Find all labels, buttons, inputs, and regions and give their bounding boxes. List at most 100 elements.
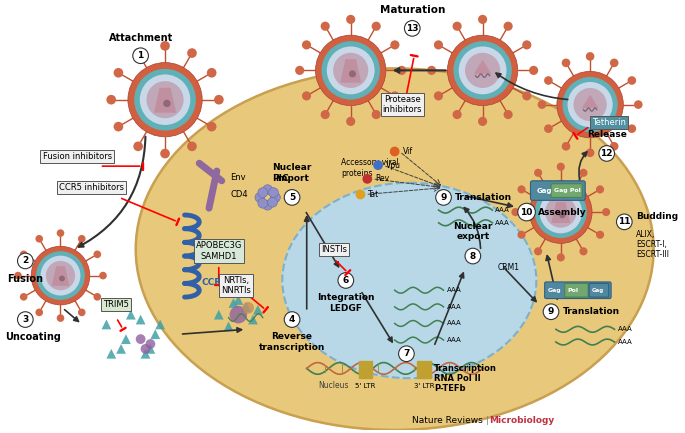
Text: 8: 8	[470, 252, 476, 261]
Text: Vif: Vif	[403, 147, 412, 156]
Circle shape	[356, 190, 365, 199]
Circle shape	[32, 246, 90, 305]
Circle shape	[136, 334, 145, 344]
Circle shape	[40, 255, 80, 295]
Circle shape	[207, 122, 216, 132]
Circle shape	[447, 35, 518, 106]
Text: Nuclear
export: Nuclear export	[453, 222, 493, 241]
Text: Fusion: Fusion	[8, 274, 43, 284]
Circle shape	[18, 253, 33, 269]
Text: 5: 5	[289, 193, 295, 202]
Text: Attachment: Attachment	[108, 33, 173, 43]
Text: AAA: AAA	[447, 287, 461, 293]
Circle shape	[616, 214, 632, 229]
Polygon shape	[155, 320, 165, 330]
Circle shape	[59, 275, 65, 281]
Text: NRTIs,
NNRTIs: NRTIs, NNRTIs	[221, 276, 251, 295]
Circle shape	[580, 169, 588, 177]
Text: 1: 1	[138, 51, 144, 60]
Polygon shape	[582, 95, 599, 108]
Text: Gag: Gag	[548, 288, 562, 293]
Circle shape	[106, 95, 116, 104]
Ellipse shape	[282, 183, 536, 378]
Text: 12: 12	[601, 149, 613, 158]
Polygon shape	[248, 315, 258, 324]
Circle shape	[214, 95, 224, 104]
Circle shape	[255, 193, 264, 202]
Circle shape	[160, 41, 170, 51]
FancyBboxPatch shape	[564, 284, 588, 297]
Text: CD4: CD4	[231, 190, 248, 199]
Text: Rev: Rev	[375, 174, 389, 183]
Text: Nucleus: Nucleus	[319, 381, 349, 391]
Polygon shape	[121, 334, 131, 344]
Text: 5' LTR: 5' LTR	[355, 383, 375, 389]
Circle shape	[36, 251, 85, 300]
Circle shape	[586, 149, 595, 157]
Text: Reverse
transcription: Reverse transcription	[259, 332, 325, 352]
Circle shape	[187, 48, 197, 58]
Circle shape	[338, 273, 353, 288]
Circle shape	[404, 20, 420, 36]
Circle shape	[453, 41, 512, 100]
Circle shape	[465, 248, 481, 264]
Circle shape	[302, 40, 311, 49]
Circle shape	[545, 197, 576, 228]
Text: Gag Pol: Gag Pol	[554, 188, 581, 193]
Text: AAA: AAA	[617, 326, 632, 332]
Circle shape	[258, 187, 268, 197]
Circle shape	[478, 15, 487, 24]
Circle shape	[586, 52, 595, 61]
Circle shape	[522, 40, 532, 49]
Text: AAA: AAA	[617, 339, 632, 345]
Circle shape	[128, 62, 202, 137]
Text: AAA: AAA	[495, 220, 510, 226]
Text: Protease
inhibitors: Protease inhibitors	[383, 95, 422, 114]
Text: Nature Reviews: Nature Reviews	[412, 416, 483, 425]
Text: CCR5 inhibitors: CCR5 inhibitors	[60, 183, 124, 192]
Circle shape	[599, 145, 614, 161]
Circle shape	[543, 304, 559, 320]
Text: Nuclear
import: Nuclear import	[273, 163, 312, 183]
Circle shape	[20, 251, 27, 258]
Circle shape	[321, 110, 329, 119]
Circle shape	[596, 185, 604, 194]
Text: Tat: Tat	[369, 190, 379, 199]
Circle shape	[453, 110, 462, 119]
FancyBboxPatch shape	[589, 284, 609, 297]
Polygon shape	[106, 349, 116, 359]
Text: 10: 10	[521, 207, 533, 216]
Polygon shape	[136, 315, 145, 324]
Circle shape	[93, 293, 101, 301]
Text: AAA: AAA	[447, 337, 461, 343]
Circle shape	[147, 81, 184, 118]
Circle shape	[14, 272, 22, 279]
Circle shape	[114, 68, 123, 78]
Circle shape	[557, 71, 623, 138]
Circle shape	[459, 46, 506, 94]
Text: Microbiology: Microbiology	[490, 416, 555, 425]
Circle shape	[372, 22, 381, 31]
Circle shape	[580, 247, 588, 255]
Text: PIC: PIC	[273, 174, 289, 183]
Text: Transcription
RNA Pol II
P-TEFb: Transcription RNA Pol II P-TEFb	[434, 364, 497, 393]
Text: 4: 4	[289, 315, 295, 324]
Text: 3: 3	[22, 315, 29, 324]
Circle shape	[78, 235, 86, 242]
Text: 9: 9	[440, 193, 447, 202]
Circle shape	[596, 231, 604, 239]
Polygon shape	[224, 322, 234, 331]
Circle shape	[57, 314, 64, 322]
Circle shape	[316, 35, 386, 106]
Text: Release: Release	[587, 130, 627, 139]
Circle shape	[529, 66, 538, 75]
Circle shape	[503, 22, 512, 31]
Polygon shape	[474, 60, 491, 74]
Text: Budding: Budding	[636, 213, 678, 221]
Text: AAA: AAA	[495, 207, 510, 213]
Circle shape	[436, 190, 451, 205]
Text: 7: 7	[403, 349, 410, 358]
Circle shape	[99, 272, 107, 279]
Circle shape	[134, 48, 143, 58]
Circle shape	[434, 40, 443, 49]
